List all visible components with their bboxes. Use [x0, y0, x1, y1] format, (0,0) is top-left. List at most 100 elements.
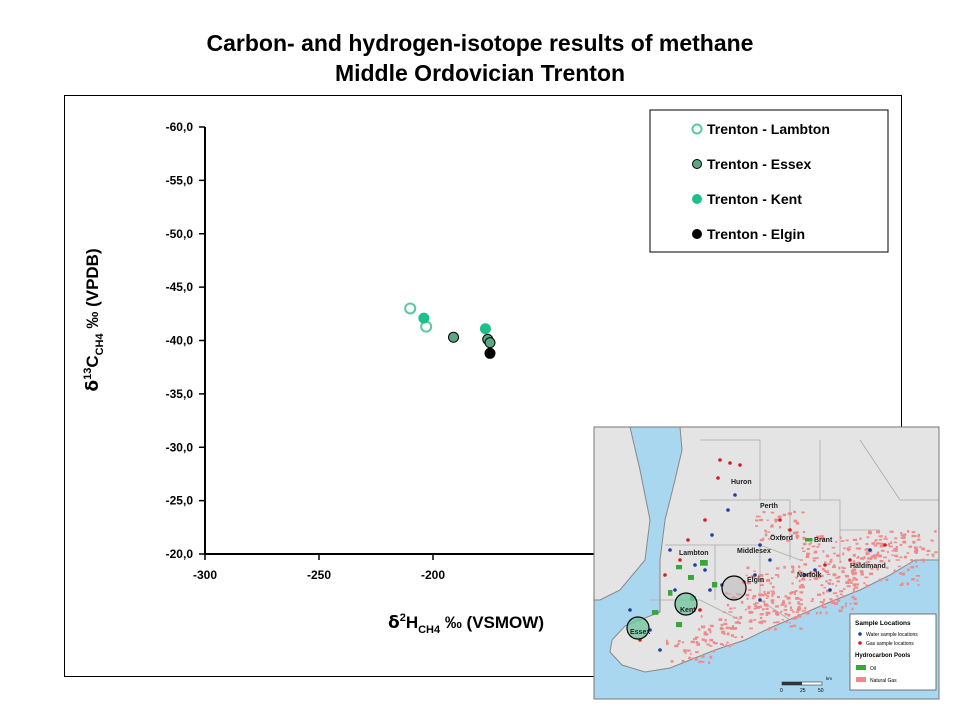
gas-pool [851, 572, 855, 575]
gas-pool [791, 591, 794, 594]
gas-pool [816, 571, 820, 575]
water-sample-dot [726, 508, 730, 512]
gas-pool [808, 572, 812, 575]
gas-pool [722, 611, 727, 613]
gas-pool [839, 536, 842, 539]
gas-pool [781, 619, 785, 621]
gas-pool [814, 557, 819, 559]
gas-pool [747, 605, 751, 608]
gas-pool [845, 602, 848, 605]
gas-pool [701, 638, 705, 641]
gas-pool [795, 611, 800, 613]
gas-pool [760, 620, 764, 623]
gas-pool [665, 639, 668, 643]
gas-pool [910, 559, 913, 562]
chart-frame [64, 95, 902, 677]
gas-pool [765, 612, 768, 615]
gas-pool [789, 591, 793, 595]
sample-locations [628, 458, 887, 652]
water-sample-dot [658, 648, 662, 652]
gas-pool [860, 557, 865, 560]
gas-pool [760, 577, 764, 580]
gas-pool [899, 584, 904, 586]
gas-pool [802, 550, 806, 552]
gas-pool [832, 601, 835, 605]
gas-pool [700, 615, 703, 618]
gas-pool [873, 544, 878, 547]
gas-pool [766, 595, 770, 598]
data-points [404, 302, 496, 359]
gas-pool [853, 602, 858, 605]
gas-pool [768, 531, 771, 533]
chart-subtitle: Middle Ordovician Trenton [334, 60, 626, 86]
gas-pool [897, 565, 901, 568]
gas-pool [894, 537, 898, 540]
data-point [479, 323, 491, 335]
gas-pool [852, 576, 856, 580]
map-region-label: Brant [814, 537, 833, 544]
gas-pool [792, 531, 796, 535]
gas-pool [853, 562, 856, 566]
gas-pool [829, 598, 833, 601]
gas-pool [826, 573, 831, 576]
gas-pool [902, 540, 907, 544]
gas-pool [900, 534, 905, 537]
gas-pool [832, 592, 837, 595]
gas-pool [763, 590, 766, 594]
gas-pool [883, 556, 887, 559]
gas-pool [847, 578, 852, 582]
gas-pool [893, 548, 896, 550]
gas-pool [734, 621, 737, 624]
gas-pool [751, 575, 754, 577]
gas-pool [720, 623, 724, 627]
gas-pool [876, 554, 880, 557]
chart-title: Carbon- and hydrogen-isotope results of … [206, 30, 754, 56]
gas-pool [704, 639, 708, 641]
gas-pool [873, 556, 877, 560]
gas-pool [796, 607, 802, 610]
gas-pool [841, 571, 844, 574]
gas-pool [755, 605, 760, 609]
gas-pool [900, 572, 904, 575]
gas-pool [812, 559, 816, 562]
gas-pool [768, 538, 771, 540]
oil-pool [805, 538, 813, 542]
gas-pool [894, 541, 898, 544]
gas-pool [759, 584, 764, 587]
gas-sample-dot [716, 476, 720, 480]
gas-pool [801, 578, 806, 581]
gas-pool [758, 574, 761, 576]
data-point [404, 302, 417, 315]
gas-pool [781, 602, 786, 605]
gas-pool [701, 625, 706, 629]
legend-label: Trenton - Lambton [707, 121, 830, 137]
gas-pool [878, 535, 881, 538]
legend-label: Trenton - Elgin [707, 226, 805, 242]
gas-pool [745, 574, 748, 577]
gas-pool [914, 546, 918, 550]
gas-pool [832, 565, 836, 568]
gas-pool [930, 539, 934, 542]
gas-pool [771, 534, 775, 537]
gas-pool [749, 627, 753, 630]
gas-pool [837, 575, 841, 579]
gas-pool [864, 576, 869, 579]
oil-swatch [856, 665, 866, 670]
gas-pool [793, 510, 796, 514]
gas-pool [692, 657, 696, 659]
gas-pool [907, 563, 910, 566]
gas-pool [703, 632, 706, 636]
y-tick-label: -55,0 [166, 173, 194, 187]
gas-sample-dot [703, 518, 707, 522]
gas-pool [886, 550, 889, 554]
gas-pool [911, 531, 916, 534]
gas-pool [818, 565, 822, 568]
data-point [418, 312, 430, 324]
gas-pool [797, 597, 801, 600]
gas-pool [876, 530, 880, 534]
gas-sample-swatch [858, 641, 862, 645]
map-legend-gas: Natural Gas [870, 678, 897, 684]
gas-pool [864, 548, 868, 551]
map-inset: Huron Perth Oxford Brant Lambton Middlesex Elg… [593, 426, 940, 700]
